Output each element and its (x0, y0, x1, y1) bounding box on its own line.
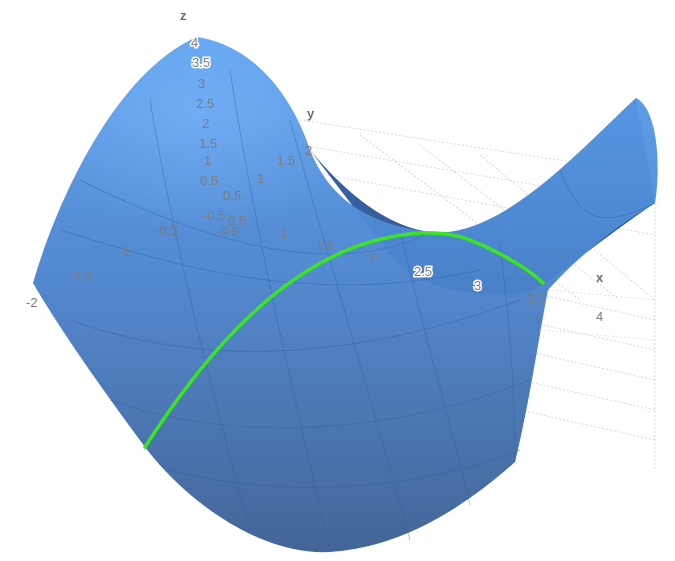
z-axis-label: z (180, 8, 187, 23)
z-tick-3-5: 3.5 (192, 55, 210, 70)
x-tick-neg-0-5: -0.5 (216, 224, 238, 239)
z-tick-2-5: 2.5 (196, 96, 214, 111)
surface-shine (33, 37, 430, 302)
z-tick-3: 3 (198, 76, 205, 91)
y-tick-1: 1 (257, 171, 264, 186)
x-tick-1-5: 1.5 (316, 238, 334, 253)
z-tick-1: 1 (204, 153, 211, 168)
front-grid (539, 289, 656, 341)
z-ticks: 4 3.5 3 2.5 2 1.5 1 0.5 -0.5 (190, 34, 226, 224)
y-tick-2: 2 (305, 143, 312, 158)
y-tick-neg-0-5: -0.5 (155, 223, 177, 238)
x-tick-neg-1-5: -1.5 (70, 268, 92, 283)
y-tick-0-5: 0.5 (223, 188, 241, 203)
z-tick-2: 2 (202, 116, 209, 131)
z-tick-neg-0-5: -0.5 (203, 208, 225, 223)
surface-mesh (59, 69, 656, 551)
x-tick-2: 2 (369, 250, 376, 265)
x-tick-2-5: 2.5 (414, 264, 432, 279)
x-ticks: -2 -1.5 -1 -0.5 1 1.5 2 2.5 3 3.5 4 (25, 224, 604, 324)
y-tick-1-5: 1.5 (277, 153, 295, 168)
trace-curve (143, 231, 545, 449)
axis-labels: z y x (180, 8, 604, 285)
x-tick-neg-1: -1 (118, 244, 130, 259)
z-tick-4: 4 (191, 35, 198, 50)
x-tick-3-5: 3.5 (527, 291, 545, 306)
y-axis-label: y (307, 106, 315, 121)
x-axis-label: x (596, 270, 604, 285)
y-ticks: -0.5 0.5 0.5 1 1.5 2 (155, 143, 312, 238)
x-tick-1: 1 (280, 225, 287, 240)
z-tick-0-5: 0.5 (200, 173, 218, 188)
x-tick-neg-2: -2 (26, 295, 38, 310)
z-tick-1-5: 1.5 (199, 136, 217, 151)
x-tick-3: 3 (474, 278, 481, 293)
x-tick-4: 4 (596, 309, 603, 324)
y-tick-0-5b: 0.5 (228, 213, 246, 228)
